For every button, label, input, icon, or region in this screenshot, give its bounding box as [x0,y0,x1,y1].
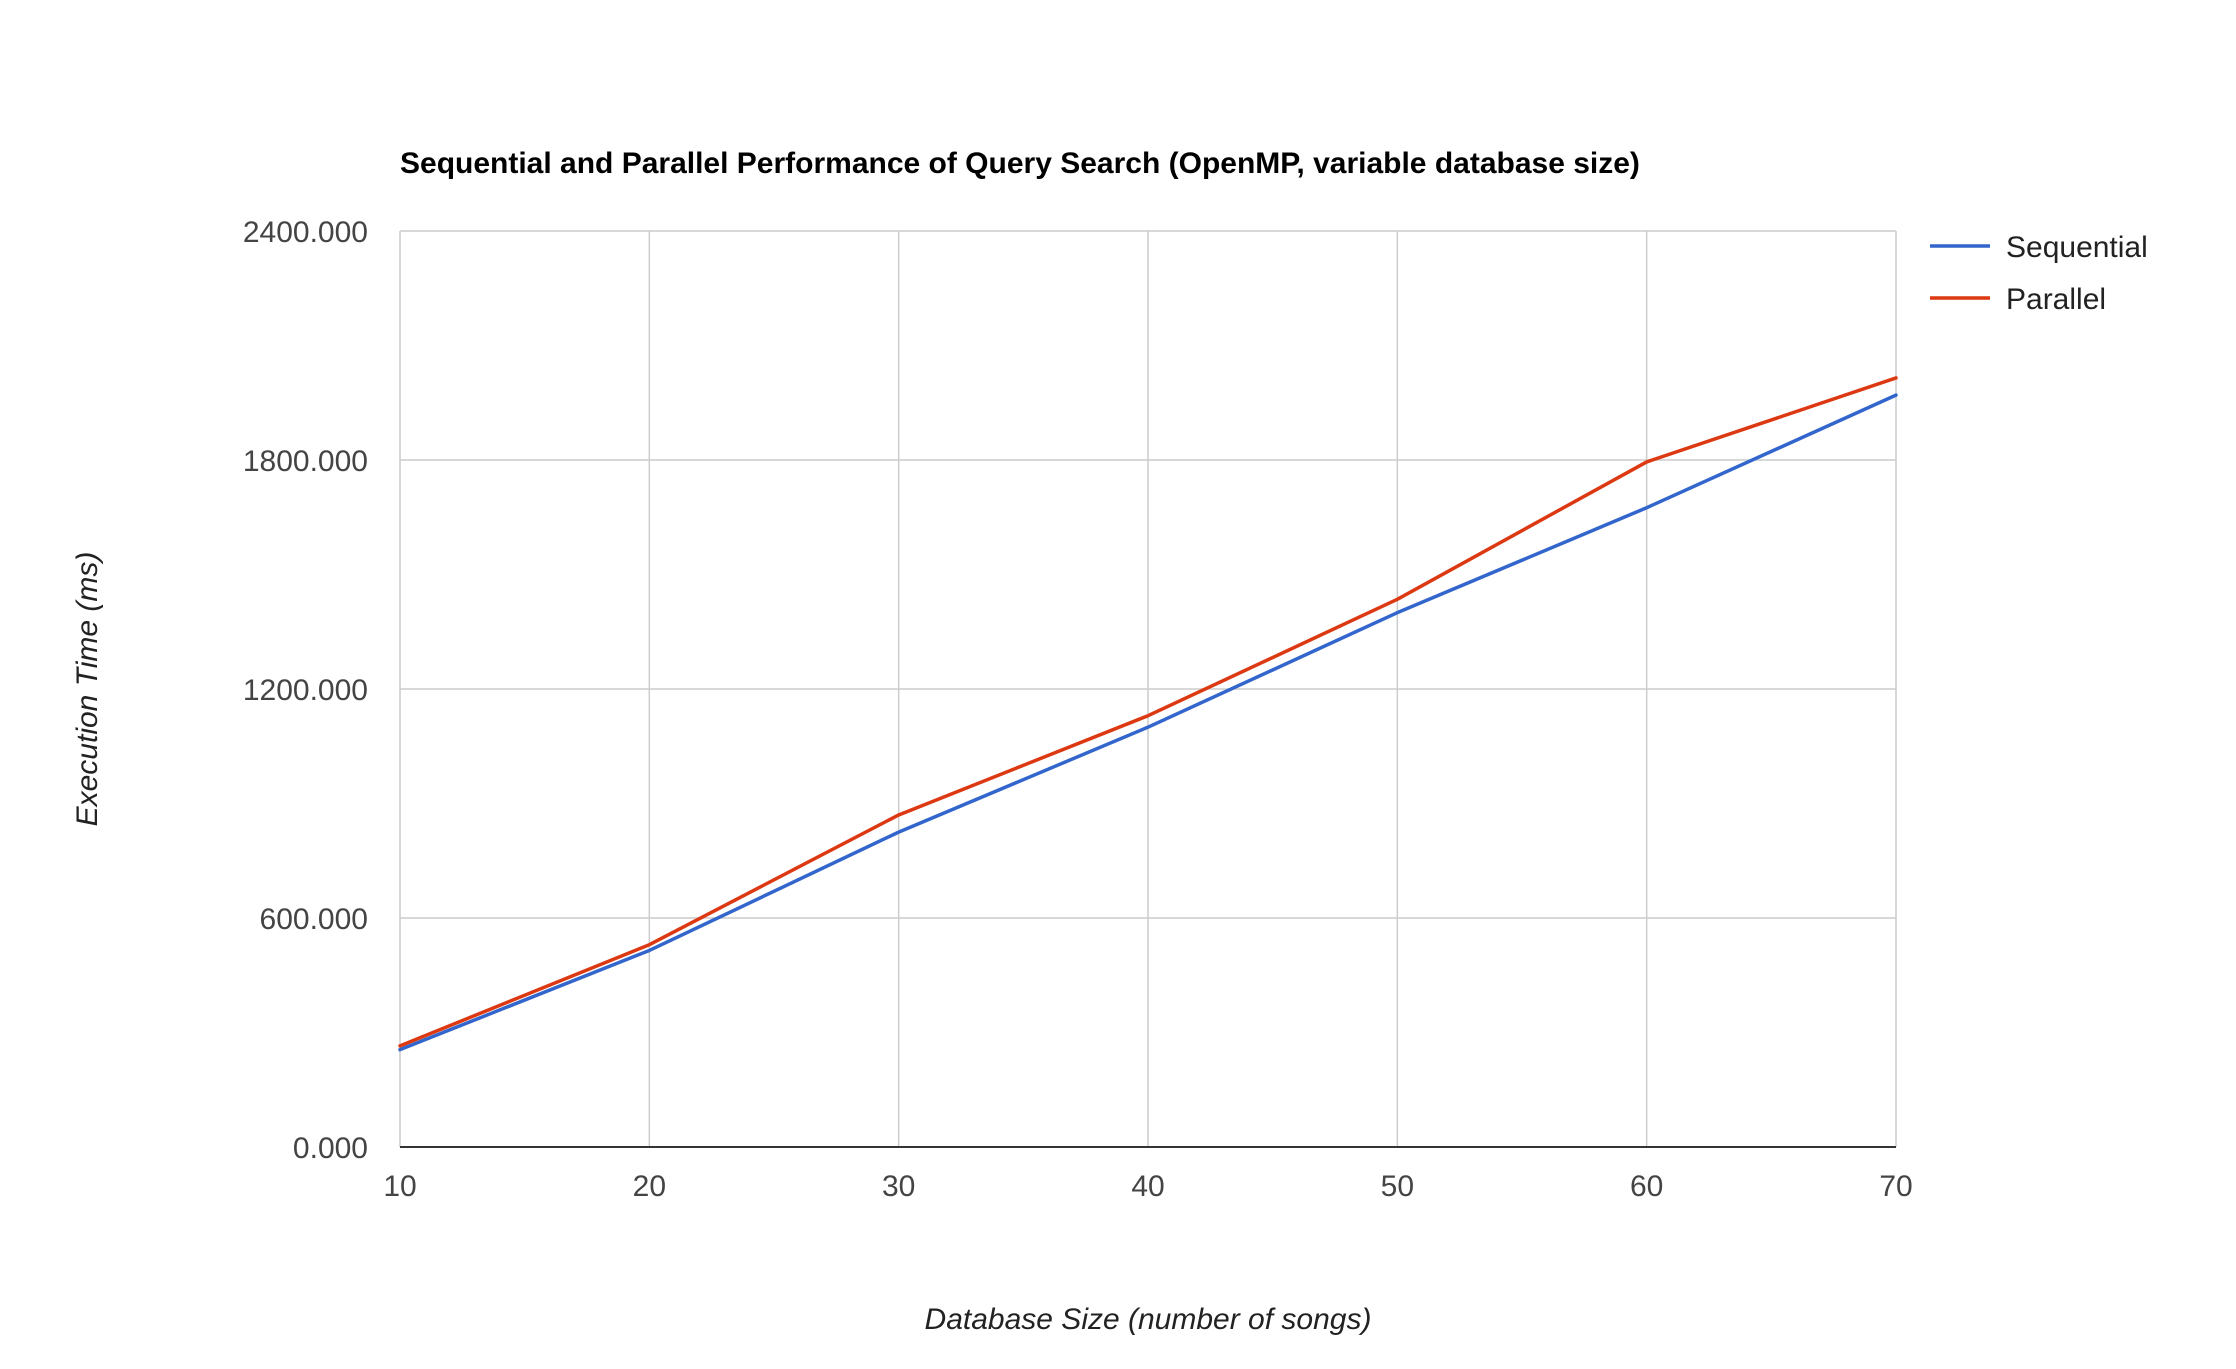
x-tick-label: 40 [1131,1170,1164,1203]
x-tick-label: 70 [1879,1170,1912,1203]
series-line-sequential [398,393,1898,1052]
legend: Sequential Parallel [1930,231,2148,316]
x-tick-label: 20 [633,1170,666,1203]
x-tick-label: 60 [1630,1170,1663,1203]
legend-label-sequential: Sequential [2006,231,2148,264]
x-tick-label: 30 [882,1170,915,1203]
axes: 10 20 30 40 50 60 70 0.000 600.000 1200.000 1800.0… [243,216,1913,1203]
y-tick-label: 2400.000 [243,216,368,249]
series-line-parallel [398,376,1898,1048]
y-tick-label: 600.000 [260,903,368,936]
legend-label-parallel: Parallel [2006,283,2106,316]
x-axis-title: Database Size (number of songs) [925,1303,1372,1336]
y-tick-label: 1200.000 [243,674,368,707]
series-lines [398,376,1898,1052]
y-axis-title: Execution Time (ms) [71,552,104,827]
gridlines [399,230,1897,1147]
chart-title: Sequential and Parallel Performance of Q… [400,147,1640,180]
y-tick-label: 1800.000 [243,445,368,478]
x-tick-label: 10 [383,1170,416,1203]
x-tick-label: 50 [1381,1170,1414,1203]
y-tick-label: 0.000 [293,1132,368,1165]
